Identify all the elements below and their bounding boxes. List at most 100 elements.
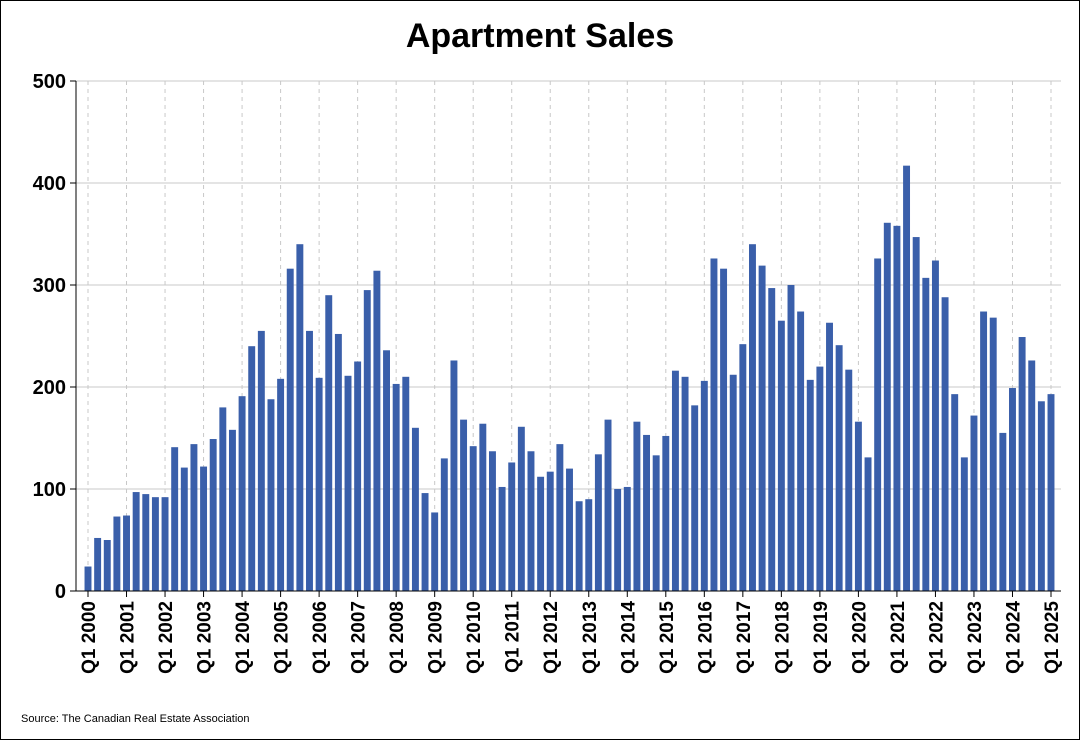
bar-q3-2013 [604,419,612,591]
bar-q2-2013 [594,454,602,591]
bar-q1-2020 [854,421,862,591]
y-tick-label: 200 [33,377,66,399]
bar-q3-2015 [681,376,689,591]
bar-q3-2002 [180,467,188,591]
bar-q1-2023 [970,415,978,591]
bar-q1-2016 [700,380,708,591]
bar-q2-2012 [556,444,564,591]
x-tick-label: Q1 2025 [1042,601,1063,674]
bar-q3-2014 [643,434,651,591]
x-tick-label: Q1 2006 [310,601,331,674]
bar-q1-2000 [84,566,92,591]
bar-q1-2003 [200,466,208,591]
bar-q4-2015 [691,405,699,591]
bar-q4-2017 [768,288,776,591]
bar-q1-2008 [392,383,400,591]
x-tick-label: Q1 2011 [503,601,524,673]
chart-title: Apartment Sales [405,17,675,55]
y-tick-label: 0 [55,581,66,603]
bar-q2-2014 [633,421,641,591]
bar-q1-2004 [238,396,246,591]
x-tick-label: Q1 2024 [1003,601,1024,674]
bar-q2-2022 [941,297,949,591]
bar-q1-2007 [354,361,362,591]
bar-q4-2024 [1037,401,1045,591]
bar-q4-2014 [652,455,660,591]
bar-q2-2019 [826,322,833,591]
x-tick-label: Q1 2013 [580,601,601,674]
x-tick-label: Q1 2002 [156,601,177,674]
bar-q1-2002 [161,497,169,591]
x-tick-label: Q1 2004 [233,601,254,674]
bar-q3-2024 [1028,360,1036,591]
bar-q4-2004 [267,399,275,591]
bar-q2-2020 [864,457,872,591]
bar-q2-2023 [980,311,988,591]
bar-q2-2009 [440,458,448,591]
bar-q3-2020 [874,258,882,591]
bar-q4-2016 [729,374,737,591]
bar-q3-2010 [488,451,496,591]
x-tick-label: Q1 2022 [926,601,947,674]
x-tick-label: Q1 2018 [772,601,793,674]
bar-q1-2021 [893,225,901,591]
bar-q3-2004 [257,330,265,591]
bar-q4-2007 [383,350,390,591]
bar-q1-2015 [662,435,670,591]
y-tick-label: 300 [33,275,66,297]
bar-q1-2012 [546,471,554,591]
x-tick-label: Q1 2014 [618,601,639,674]
x-tick-label: Q1 2021 [888,601,909,674]
x-tick-label: Q1 2003 [195,601,216,674]
bar-q1-2005 [277,378,285,591]
bar-q3-2003 [219,407,227,591]
x-tick-label: Q1 2007 [349,601,370,674]
bar-q3-2016 [720,268,728,591]
bar-q3-2023 [989,317,997,591]
bar-q4-2013 [614,489,622,591]
bar-q2-2005 [286,268,294,591]
bar-q2-2003 [209,439,217,591]
x-tick-label: Q1 2001 [118,601,139,674]
bar-q3-2018 [797,311,805,591]
bar-q1-2022 [931,260,939,591]
bar-q2-2002 [171,447,179,591]
bar-q4-2012 [575,501,583,591]
x-tick-label: Q1 2015 [657,601,678,674]
x-tick-label: Q1 2008 [387,601,408,674]
bar-q4-2021 [922,277,930,591]
x-tick-label: Q1 2009 [426,601,447,674]
y-tick-label: 400 [33,173,66,195]
bar-q3-2000 [103,540,111,591]
x-tick-label: Q1 2000 [79,601,100,674]
bar-q4-2010 [498,486,506,591]
bar-q3-2012 [566,468,573,591]
bar-q1-2017 [739,344,747,591]
bar-q3-2019 [835,345,843,591]
bar-q1-2011 [508,462,516,591]
bar-q3-2017 [758,265,766,591]
bar-q2-2021 [903,165,911,591]
y-tick-label: 500 [33,71,66,93]
bar-q1-2001 [123,515,130,591]
bar-q2-2010 [479,423,487,591]
bar-q4-2023 [999,432,1007,591]
x-tick-label: Q1 2016 [695,601,716,674]
bar-q2-2015 [671,370,679,591]
x-tick-label: Q1 2017 [734,601,755,674]
bar-q4-2006 [344,375,352,591]
bar-q4-2009 [460,419,468,591]
bar-q2-2004 [248,346,256,591]
bar-q2-2017 [749,244,756,591]
bar-q1-2024 [1009,388,1016,591]
x-tick-label: Q1 2005 [272,601,293,674]
bar-q2-2024 [1018,337,1026,591]
bar-q4-2001 [151,497,159,591]
bar-q2-2018 [787,285,795,591]
bar-q4-2018 [806,379,814,591]
bar-q2-2006 [325,295,333,591]
bar-q3-2008 [411,427,419,591]
x-tick-label: Q1 2012 [541,601,562,674]
